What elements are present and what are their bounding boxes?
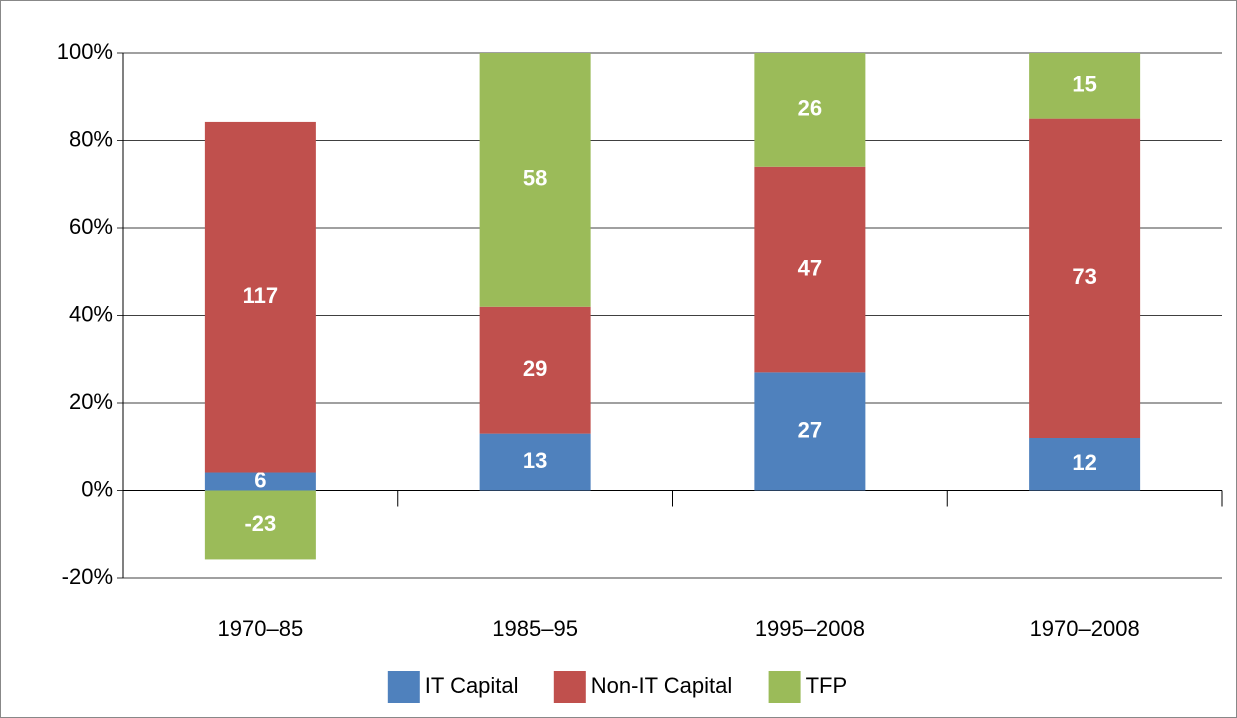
y-tick-label: -20%	[62, 564, 113, 589]
data-label: 73	[1072, 264, 1096, 289]
y-tick-label: 60%	[69, 214, 113, 239]
x-tick-label: 1970–85	[218, 616, 304, 641]
legend-swatch	[553, 671, 586, 703]
y-tick-label: 20%	[69, 389, 113, 414]
bar-segment	[1029, 53, 1141, 119]
data-label: 27	[798, 417, 822, 442]
x-tick-label: 1970–2008	[1030, 616, 1140, 641]
bar-segment	[754, 372, 866, 491]
bar-segment	[204, 472, 316, 491]
legend-swatch	[387, 671, 420, 703]
bar-segment	[1029, 118, 1141, 438]
data-label: 13	[523, 448, 547, 473]
y-tick-label: 80%	[69, 126, 113, 151]
legend-label: Non-IT Capital	[591, 673, 732, 698]
data-label: 29	[523, 356, 547, 381]
data-label: 58	[523, 166, 547, 191]
bar-segment	[479, 433, 591, 491]
x-tick-label: 1995–2008	[755, 616, 865, 641]
data-label: 47	[798, 255, 822, 280]
bar-segment	[479, 306, 591, 434]
bar-segment	[204, 121, 316, 473]
legend-label: TFP	[806, 673, 848, 698]
data-label: 15	[1072, 72, 1096, 97]
data-label: 12	[1072, 450, 1096, 475]
bar-segment	[479, 53, 591, 307]
y-tick-label: 40%	[69, 301, 113, 326]
x-tick-label: 1985–95	[492, 616, 578, 641]
bar-segment	[754, 166, 866, 373]
data-label: 117	[243, 283, 279, 308]
data-label: -23	[244, 511, 276, 536]
y-tick-label: 100%	[57, 39, 113, 64]
bar-segment	[204, 490, 316, 560]
data-label: 26	[798, 96, 822, 121]
legend-label: IT Capital	[425, 673, 519, 698]
bar-segment	[754, 53, 866, 167]
bar-segment	[1029, 438, 1141, 491]
y-tick-label: 0%	[81, 476, 113, 501]
legend-swatch	[768, 671, 801, 703]
data-label: 6	[254, 467, 266, 492]
